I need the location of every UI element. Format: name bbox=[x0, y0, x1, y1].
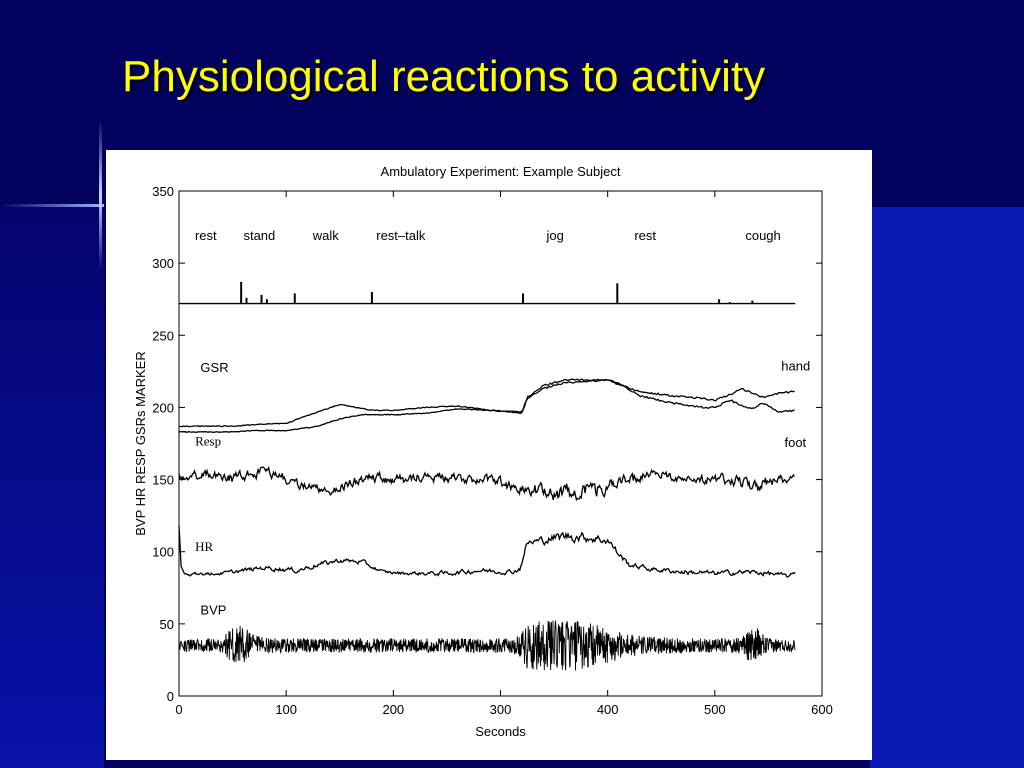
trace-label-foot: foot bbox=[784, 435, 806, 450]
y-tick-label: 150 bbox=[152, 473, 174, 488]
accent-line-horizontal bbox=[0, 204, 104, 207]
series-line-resp bbox=[178, 465, 795, 502]
y-tick-label: 250 bbox=[152, 328, 174, 343]
activity-label: jog bbox=[545, 228, 563, 243]
x-tick-label: 500 bbox=[704, 702, 726, 717]
series-line-hr bbox=[178, 525, 796, 578]
chart-svg: Ambulatory Experiment: Example Subject S… bbox=[133, 164, 833, 739]
x-tick-label: 400 bbox=[597, 702, 619, 717]
activity-label: rest–talk bbox=[376, 228, 426, 243]
y-tick-label: 0 bbox=[167, 689, 174, 704]
trace-label-hr: HR bbox=[195, 539, 213, 554]
activity-label: stand bbox=[243, 228, 275, 243]
chart-title: Ambulatory Experiment: Example Subject bbox=[381, 164, 621, 179]
slide-title: Physiological reactions to activity bbox=[122, 52, 766, 101]
chart-figure: Ambulatory Experiment: Example Subject S… bbox=[106, 150, 872, 760]
activity-label: walk bbox=[312, 228, 340, 243]
x-axis-label: Seconds bbox=[475, 724, 526, 739]
activity-label: rest bbox=[634, 228, 656, 243]
x-tick-label: 200 bbox=[382, 702, 404, 717]
x-tick-label: 300 bbox=[490, 702, 512, 717]
trace-label-hand: hand bbox=[781, 359, 810, 374]
accent-line-vertical bbox=[99, 120, 102, 270]
y-axis-label: BVP HR RESP GSRs MARKER bbox=[133, 351, 148, 535]
trace-label-bvp: BVP bbox=[200, 602, 226, 617]
y-tick-label: 100 bbox=[152, 545, 174, 560]
y-tick-label: 200 bbox=[152, 400, 174, 415]
slide-background-right bbox=[870, 207, 1024, 768]
series-line-gsr_foot bbox=[178, 378, 795, 434]
trace-label-resp: Resp bbox=[195, 434, 221, 449]
activity-label: cough bbox=[745, 228, 780, 243]
x-tick-label: 100 bbox=[275, 702, 297, 717]
slide-background-left bbox=[0, 207, 104, 768]
trace-label-gsr: GSR bbox=[200, 360, 228, 375]
x-tick-label: 600 bbox=[811, 702, 833, 717]
series-line-bvp bbox=[178, 620, 796, 671]
y-tick-label: 350 bbox=[152, 184, 174, 199]
y-tick-label: 300 bbox=[152, 256, 174, 271]
series-line-gsr_hand bbox=[178, 378, 795, 428]
y-tick-label: 50 bbox=[160, 617, 174, 632]
x-tick-label: 0 bbox=[175, 702, 182, 717]
plot-frame bbox=[178, 190, 823, 697]
activity-label: rest bbox=[195, 228, 217, 243]
